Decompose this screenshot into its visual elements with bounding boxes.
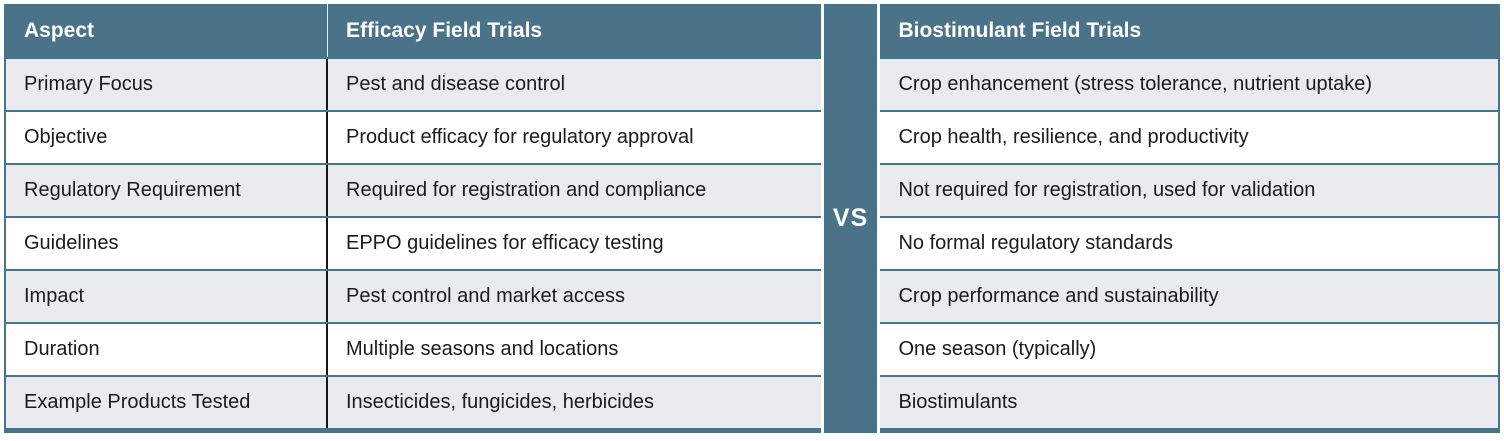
table-row: Impact Pest control and market access bbox=[6, 269, 821, 322]
table-row: Crop health, resilience, and productivit… bbox=[880, 110, 1498, 163]
aspect-cell: Example Products Tested bbox=[6, 377, 328, 428]
aspect-cell: Regulatory Requirement bbox=[6, 165, 328, 216]
table-row: No formal regulatory standards bbox=[880, 216, 1498, 269]
table-row: Duration Multiple seasons and locations bbox=[6, 322, 821, 375]
efficacy-cell: Product efficacy for regulatory approval bbox=[346, 126, 694, 148]
biostimulant-cell: Crop enhancement (stress tolerance, nutr… bbox=[898, 73, 1373, 95]
header-aspect: Aspect bbox=[6, 4, 328, 57]
aspect-cell: Objective bbox=[6, 112, 328, 163]
vs-label: VS bbox=[832, 204, 869, 232]
table-row: Biostimulants bbox=[880, 375, 1498, 428]
table-row: Example Products Tested Insecticides, fu… bbox=[6, 375, 821, 428]
efficacy-cell: Pest control and market access bbox=[346, 285, 626, 307]
table-row: Crop performance and sustainability bbox=[880, 269, 1498, 322]
table-row: One season (typically) bbox=[880, 322, 1498, 375]
header-efficacy-field-trials: Efficacy Field Trials bbox=[346, 18, 543, 42]
table-row: Objective Product efficacy for regulator… bbox=[6, 110, 821, 163]
efficacy-cell: Pest and disease control bbox=[346, 73, 566, 95]
vs-divider: VS bbox=[820, 4, 881, 433]
aspect-cell: Duration bbox=[6, 324, 328, 375]
biostimulant-cell: Biostimulants bbox=[898, 391, 1018, 413]
aspect-cell: Guidelines bbox=[6, 218, 328, 269]
biostimulant-cell: Not required for registration, used for … bbox=[898, 179, 1316, 201]
efficacy-table-header-row: Aspect Efficacy Field Trials bbox=[6, 4, 821, 57]
table-row: Primary Focus Pest and disease control bbox=[6, 57, 821, 110]
efficacy-table: Aspect Efficacy Field Trials Primary Foc… bbox=[4, 4, 821, 433]
table-row: Guidelines EPPO guidelines for efficacy … bbox=[6, 216, 821, 269]
aspect-cell: Impact bbox=[6, 271, 328, 322]
biostimulant-table: Biostimulant Field Trials Crop enhanceme… bbox=[880, 4, 1500, 433]
biostimulant-cell: Crop performance and sustainability bbox=[898, 285, 1219, 307]
table-row: Not required for registration, used for … bbox=[880, 163, 1498, 216]
biostimulant-cell: Crop health, resilience, and productivit… bbox=[898, 126, 1249, 148]
table-row: Crop enhancement (stress tolerance, nutr… bbox=[880, 57, 1498, 110]
header-biostimulant-field-trials: Biostimulant Field Trials bbox=[898, 18, 1142, 42]
efficacy-cell: EPPO guidelines for efficacy testing bbox=[346, 232, 664, 254]
aspect-cell: Primary Focus bbox=[6, 59, 328, 110]
efficacy-cell: Multiple seasons and locations bbox=[346, 338, 619, 360]
biostimulant-table-header-row: Biostimulant Field Trials bbox=[880, 4, 1498, 57]
biostimulant-cell: One season (typically) bbox=[898, 338, 1097, 360]
efficacy-cell: Required for registration and compliance bbox=[346, 179, 707, 201]
table-row: Regulatory Requirement Required for regi… bbox=[6, 163, 821, 216]
efficacy-cell: Insecticides, fungicides, herbicides bbox=[346, 391, 654, 413]
biostimulant-cell: No formal regulatory standards bbox=[898, 232, 1174, 254]
